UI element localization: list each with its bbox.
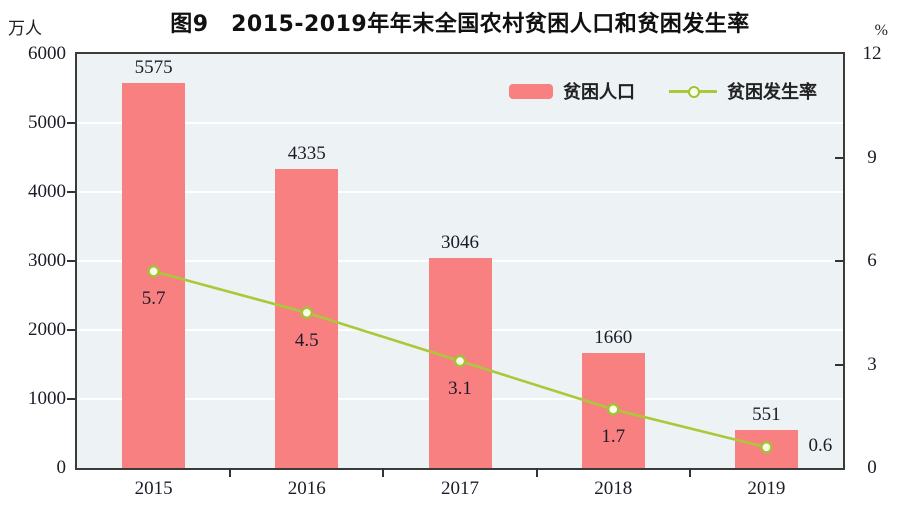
left-axis-tick xyxy=(67,329,75,331)
bar-value-label: 551 xyxy=(752,403,781,425)
rate-value-label: 5.7 xyxy=(141,288,166,310)
left-axis-tick xyxy=(67,122,75,124)
rate-value-label: 0.6 xyxy=(808,435,833,457)
legend: 贫困人口 贫困发生率 xyxy=(509,78,817,104)
plot-area: 贫困人口 贫困发生率 5575 4335 3046 1660 551 5.7 4.5 3.1 1… xyxy=(75,52,845,470)
left-axis-tick-label: 4000 xyxy=(28,181,66,202)
legend-item-poverty-population: 贫困人口 xyxy=(509,78,635,104)
left-axis-tick xyxy=(67,191,75,193)
bar-value-label: 1660 xyxy=(594,327,633,349)
x-axis-tick xyxy=(688,468,691,477)
left-axis-tick-label: 6000 xyxy=(28,43,66,64)
right-axis-tick xyxy=(835,363,843,366)
rate-value-label: 1.7 xyxy=(601,426,626,448)
right-axis-tick-label: 9 xyxy=(867,146,877,168)
rate-marker xyxy=(300,306,314,319)
poverty-rate-line xyxy=(147,265,773,454)
right-axis-tick-label: 6 xyxy=(867,250,877,271)
x-axis-tick-label: 2019 xyxy=(747,478,786,499)
line-series-marker-icon xyxy=(669,84,717,99)
rate-marker xyxy=(147,265,160,278)
x-axis-tick xyxy=(535,468,538,477)
left-axis-tick-label: 3000 xyxy=(28,250,66,271)
right-axis-tick xyxy=(835,156,843,159)
left-axis-tick xyxy=(67,398,75,400)
bar-value-label: 4335 xyxy=(287,142,326,164)
x-axis-tick-label: 2016 xyxy=(287,478,326,499)
legend-line-marker xyxy=(688,85,700,98)
legend-label-poverty-rate: 贫困发生率 xyxy=(727,82,817,103)
x-axis-tick-label: 2017 xyxy=(441,478,479,499)
x-axis-tick-label: 2018 xyxy=(594,478,633,499)
rate-value-label: 4.5 xyxy=(294,329,319,351)
x-axis-tick xyxy=(229,468,232,477)
right-axis-tick-label: 12 xyxy=(862,43,882,64)
legend-item-poverty-rate: 贫困发生率 xyxy=(669,78,817,104)
chart-title: 图9 2015-2019年年末全国农村贫困人口和贫困发生率 xyxy=(170,12,750,37)
left-axis-tick-label: 1000 xyxy=(28,388,66,409)
right-axis-tick xyxy=(835,260,843,262)
bar-value-label: 3046 xyxy=(441,231,479,253)
bar-value-label: 5575 xyxy=(134,57,173,79)
left-axis-tick-label: 5000 xyxy=(28,112,66,133)
rate-marker xyxy=(760,441,773,454)
x-axis-tick-label: 2015 xyxy=(134,478,173,499)
legend-label-poverty-population: 贫困人口 xyxy=(563,82,635,103)
gridline xyxy=(77,191,843,193)
left-axis-tick-label: 2000 xyxy=(28,319,66,340)
left-axis-unit: 万人 xyxy=(8,19,42,38)
left-axis-tick-label: 0 xyxy=(56,457,67,478)
rate-marker xyxy=(453,354,467,368)
rate-marker xyxy=(607,403,620,416)
right-axis-tick-label: 3 xyxy=(867,353,877,375)
bar-series-swatch-icon xyxy=(509,83,553,99)
right-axis-tick-label: 0 xyxy=(867,457,877,478)
rate-value-label: 3.1 xyxy=(448,378,472,400)
gridline xyxy=(77,122,843,124)
left-axis-tick xyxy=(67,260,75,262)
x-axis-tick xyxy=(382,468,385,477)
right-axis-unit: % xyxy=(874,22,888,39)
